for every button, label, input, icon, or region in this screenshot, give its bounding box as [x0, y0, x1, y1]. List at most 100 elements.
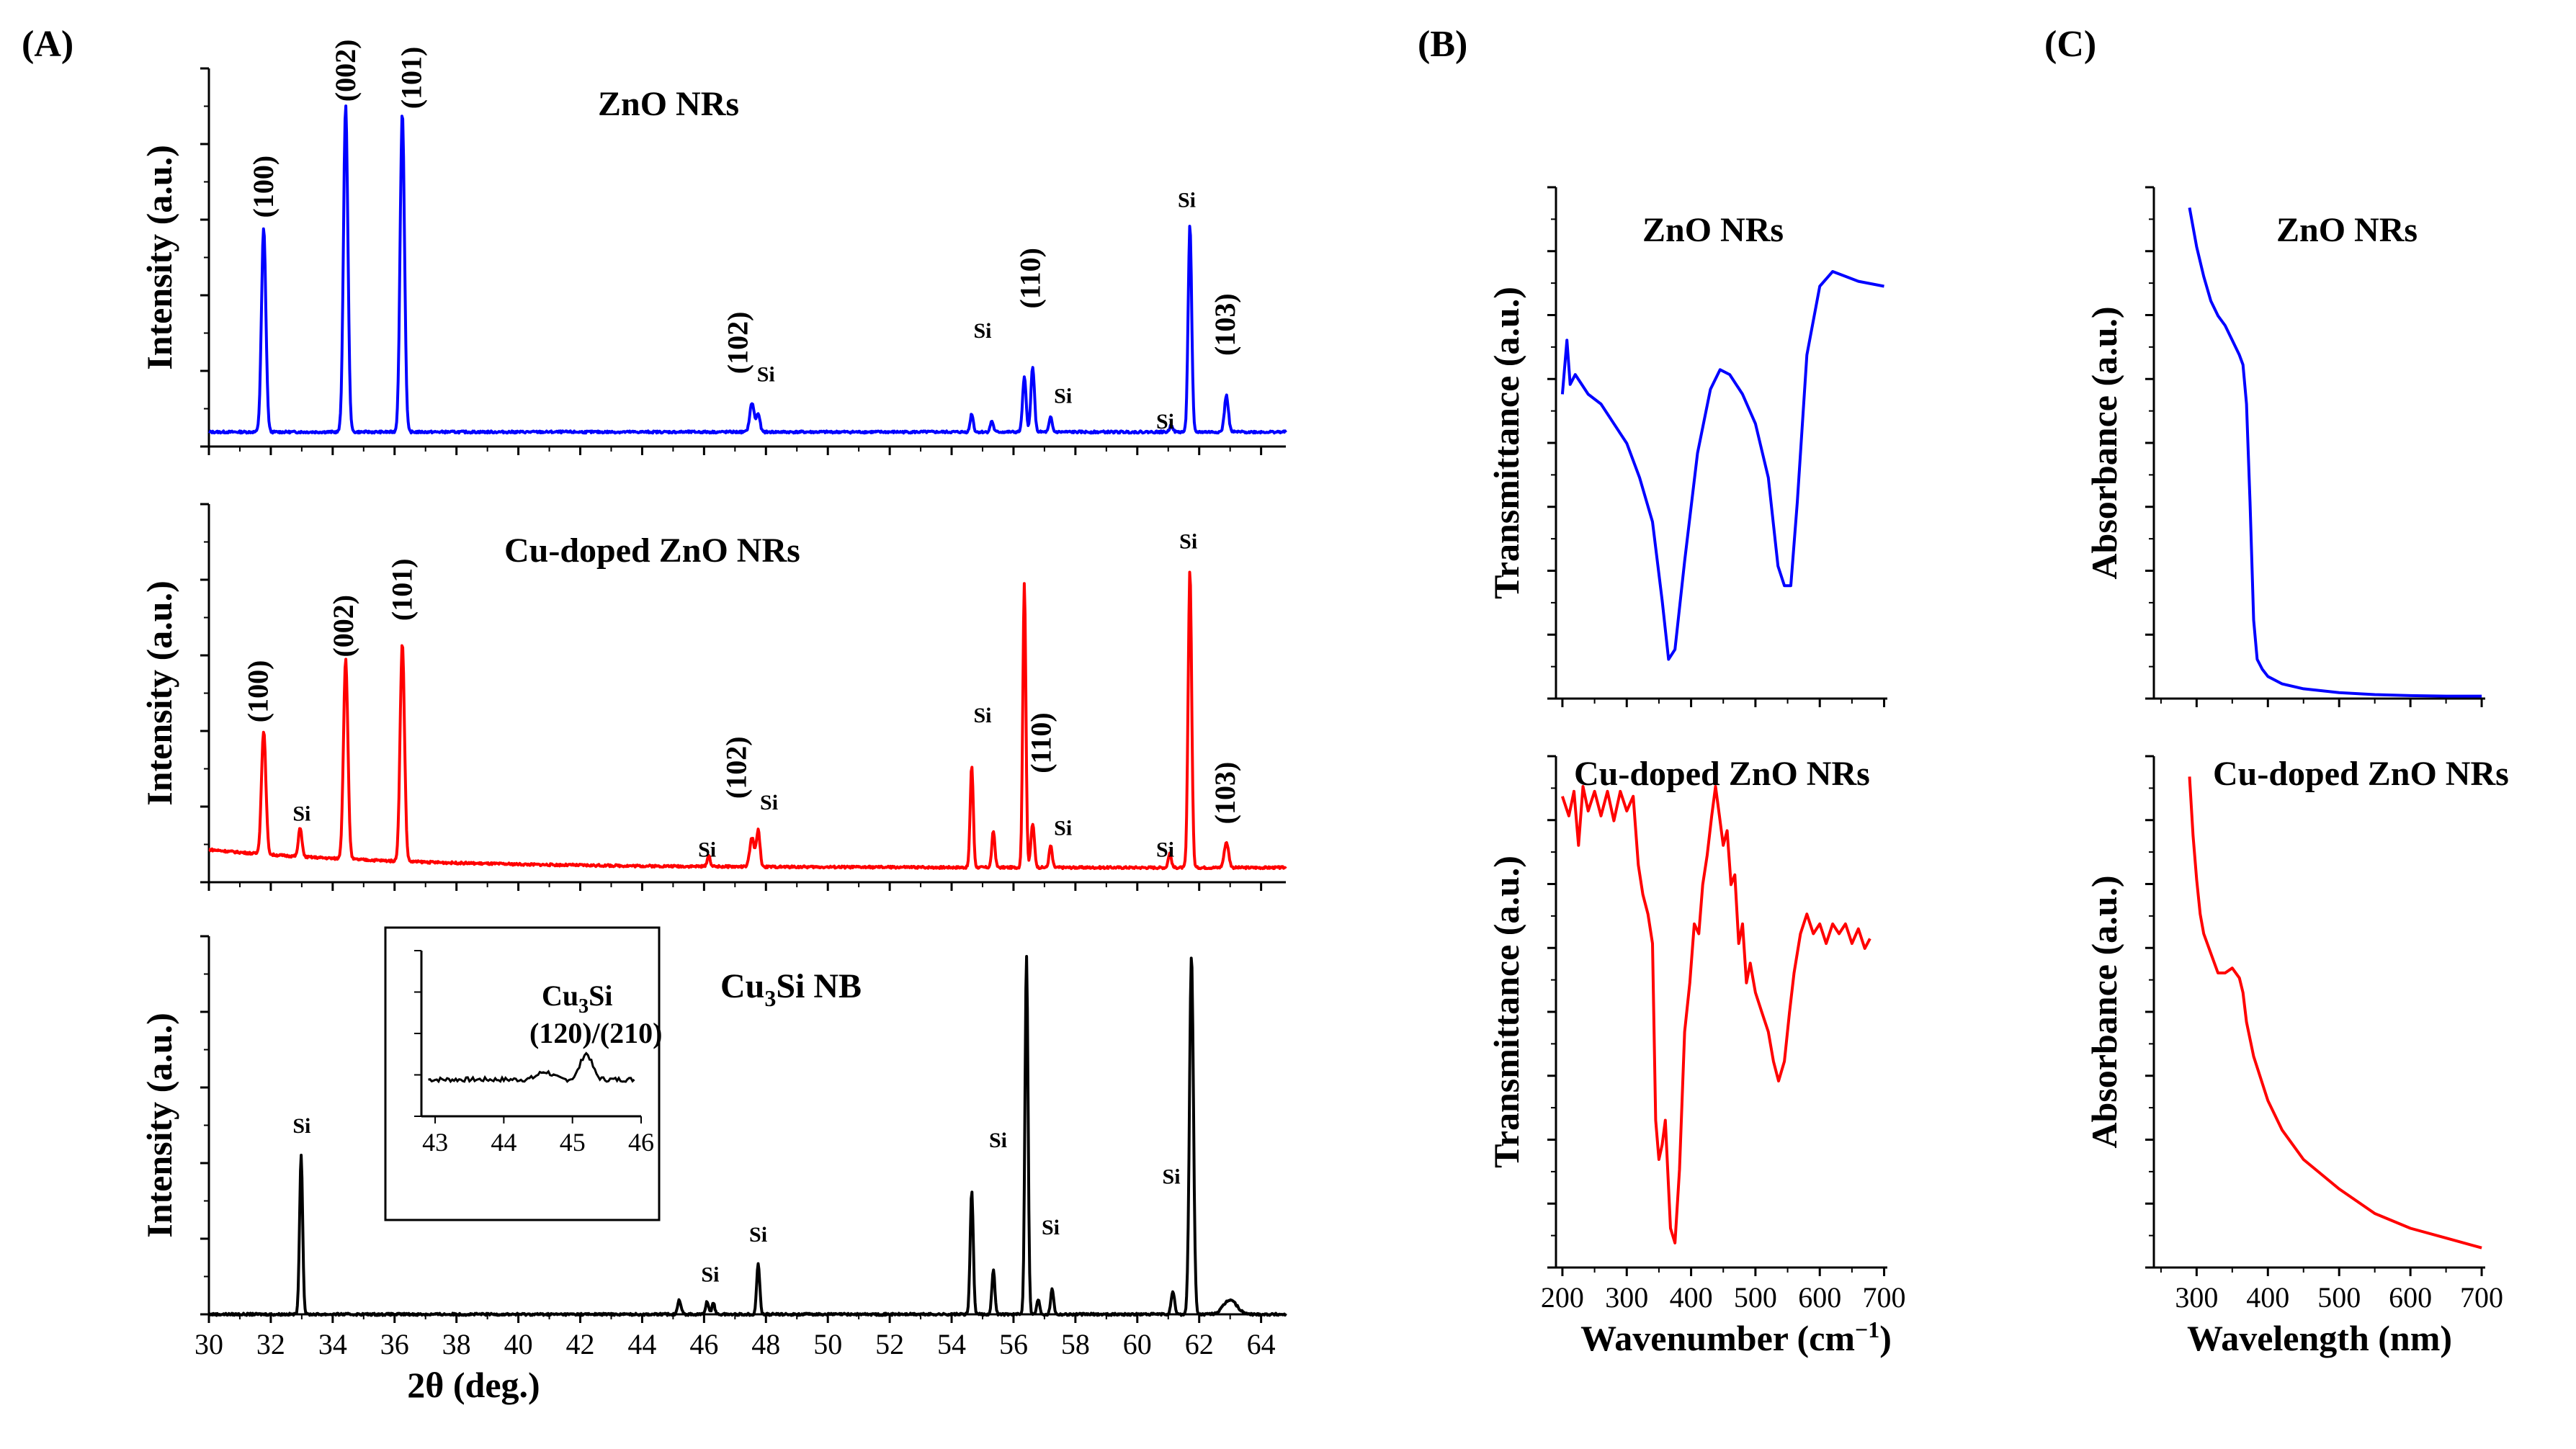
- si-peak-label: Si: [698, 838, 716, 862]
- si-peak-label: Si: [1156, 838, 1174, 862]
- inset-x-tick-label: 44: [491, 1128, 516, 1157]
- series-line: [1560, 270, 1884, 661]
- x-tick-label: 56: [999, 1328, 1028, 1360]
- chart-a-mid: Intensity (a.u.) Cu-doped ZnO NRs (100) Si (…: [139, 503, 1287, 891]
- x-axis-title-sup: −1: [1855, 1316, 1879, 1342]
- plot-title: ZnO NRs: [598, 85, 739, 123]
- plot-title-main: Cu: [720, 967, 764, 1005]
- peak-label: (002): [329, 40, 362, 102]
- si-peak-label: Si: [1054, 816, 1072, 840]
- peak-label: (002): [327, 595, 359, 658]
- x-tick-label: 40: [504, 1328, 533, 1360]
- inset-title-sub: 3: [578, 995, 589, 1018]
- inset-x-tick-label: 45: [560, 1128, 586, 1157]
- inset-series-line: [428, 1051, 635, 1084]
- panel-letter-b: (B): [1418, 24, 1467, 65]
- x-tick-label: 46: [689, 1328, 718, 1360]
- series-line: [2188, 776, 2482, 1250]
- si-peak-label: Si: [1054, 385, 1072, 408]
- x-tick-label: 700: [2460, 1281, 2503, 1314]
- plot-title: Cu-doped ZnO NRs: [2213, 755, 2509, 793]
- x-tick-label: 32: [256, 1328, 285, 1360]
- inset-frame: [384, 926, 661, 1221]
- x-axis-title: Wavelength (nm): [2187, 1318, 2452, 1358]
- si-peak-label: Si: [1178, 188, 1196, 212]
- si-peak-label: Si: [1156, 410, 1174, 434]
- si-peak-label: Si: [1179, 529, 1197, 553]
- y-axis-title: Intensity (a.u.): [139, 145, 179, 370]
- x-axis-title-end: ): [1879, 1318, 1892, 1358]
- plot-title: Cu-doped ZnO NRs: [504, 531, 800, 570]
- peak-label: (110): [1025, 712, 1057, 773]
- x-tick-label: 64: [1247, 1328, 1276, 1360]
- plot-title: ZnO NRs: [2276, 211, 2418, 249]
- si-peak-label: Si: [1042, 1216, 1060, 1239]
- x-tick-label: 44: [627, 1328, 656, 1360]
- si-peak-label: Si: [989, 1129, 1007, 1152]
- inset-title-line2: (120)/(210): [529, 1017, 662, 1049]
- plot-title: ZnO NRs: [1642, 211, 1784, 249]
- inset-x-tick-label: 43: [422, 1128, 448, 1157]
- series-line: [2188, 207, 2482, 698]
- x-tick-label: 200: [1541, 1281, 1584, 1314]
- x-tick-label: 48: [751, 1328, 780, 1360]
- x-tick-label: 34: [318, 1328, 347, 1360]
- y-axis-title: Absorbance (a.u.): [2084, 875, 2124, 1148]
- y-axis-title: Intensity (a.u.): [139, 580, 179, 806]
- chart-c-bot: 300 400 500 600 700 Absorbance (a.u.) Cu-doped…: [2084, 755, 2509, 1358]
- si-peak-label: Si: [757, 362, 775, 386]
- x-tick-label: 400: [1670, 1281, 1713, 1314]
- chart-b-top: Transmittance (a.u.) ZnO NRs: [1486, 186, 1887, 707]
- y-axis-title: Absorbance (a.u.): [2084, 306, 2124, 579]
- peak-label: (103): [1209, 762, 1241, 825]
- si-peak-label: Si: [760, 791, 778, 815]
- chart-c-top: Absorbance (a.u.) ZnO NRs: [2084, 186, 2485, 707]
- x-tick-label: 60: [1123, 1328, 1152, 1360]
- inset-x-tick-label: 46: [628, 1128, 654, 1157]
- peak-label: (110): [1014, 248, 1047, 308]
- x-tick-label: 400: [2246, 1281, 2289, 1314]
- plot-title-rest: Si NB: [776, 967, 862, 1005]
- panel-letter-a: (A): [22, 24, 73, 65]
- x-tick-label: 52: [875, 1328, 904, 1360]
- chart-b-bot: 200 300 400 500 600 700 Transmittance (a.u.) Cu…: [1486, 755, 1906, 1358]
- x-tick-label: 300: [2175, 1281, 2218, 1314]
- x-axis-title-main: Wavenumber (cm: [1580, 1318, 1855, 1358]
- y-axis-title: Transmittance (a.u.): [1486, 856, 1526, 1168]
- series-line: [208, 570, 1287, 871]
- inset-title-rest: Si: [589, 979, 612, 1012]
- x-tick-label: 600: [2389, 1281, 2432, 1314]
- chart-a-bot: 30 32 34 36 38 40 42 44 46 48 50 52 54 56 58 60 62 64 Inte…: [139, 935, 1287, 1405]
- x-tick-label: 62: [1185, 1328, 1214, 1360]
- si-peak-label: Si: [749, 1223, 767, 1247]
- x-axis-title: Wavenumber (cm−1): [1580, 1316, 1892, 1358]
- peak-label: (101): [385, 558, 418, 621]
- series-line: [1561, 785, 1871, 1244]
- plots-layer: Intensity (a.u.) ZnO NRs (100) (002) (101) (1…: [139, 40, 2509, 1405]
- peak-label: (101): [395, 47, 427, 109]
- x-tick-label: 58: [1061, 1328, 1090, 1360]
- series-line: [207, 955, 1287, 1317]
- peak-label: (102): [722, 312, 754, 374]
- inset-title-main: Cu: [542, 979, 578, 1012]
- si-peak-label: Si: [292, 802, 310, 825]
- x-tick-label: 700: [1863, 1281, 1906, 1314]
- x-tick-label: 54: [937, 1328, 966, 1360]
- y-axis-title: Intensity (a.u.): [139, 1013, 179, 1238]
- si-peak-label: Si: [1163, 1165, 1181, 1189]
- inset-layer: 43 44 45 46: [414, 950, 654, 1157]
- x-tick-label: 500: [1734, 1281, 1777, 1314]
- x-axis-title: 2θ (deg.): [407, 1365, 540, 1405]
- peak-label: (100): [247, 156, 279, 218]
- inset-title-line1: Cu3Si: [542, 979, 613, 1018]
- series-line: [208, 104, 1287, 435]
- peak-label: (103): [1209, 293, 1241, 356]
- si-peak-label: Si: [973, 319, 991, 343]
- x-tick-label: 42: [566, 1328, 595, 1360]
- x-tick-label: 300: [1605, 1281, 1648, 1314]
- peak-label: (102): [720, 736, 752, 799]
- plot-title: Cu-doped ZnO NRs: [1574, 755, 1870, 793]
- si-peak-label: Si: [701, 1263, 719, 1287]
- plot-title: Cu3Si NB: [720, 967, 862, 1011]
